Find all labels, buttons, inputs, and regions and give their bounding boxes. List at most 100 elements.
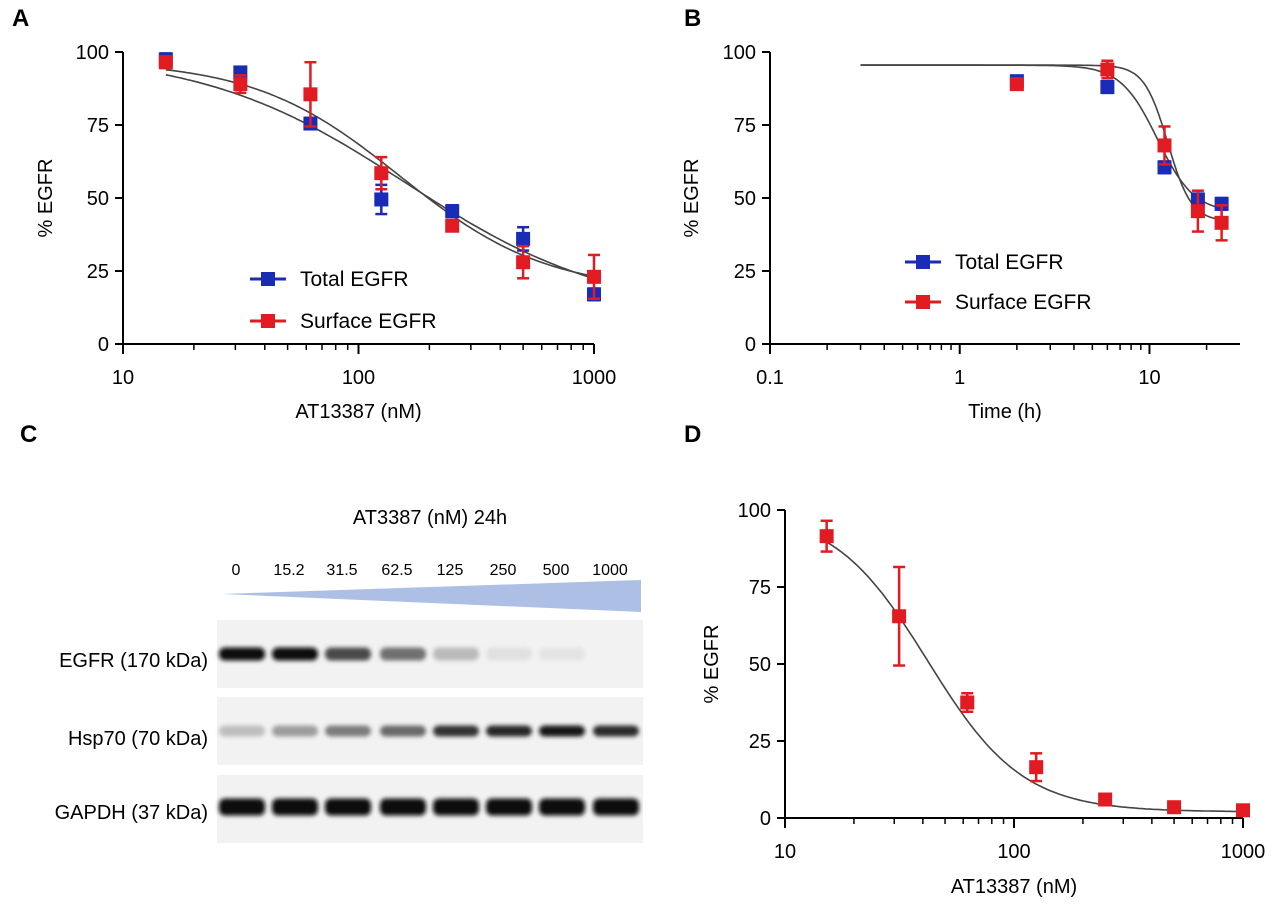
fit-curve [860,64,1222,221]
y-tick-label: 100 [76,42,109,64]
y-tick-label: 0 [760,808,771,830]
chart-d: 0 25 50 75 100 10 100 1000 AT13387 (nM) % EGFR [701,500,1265,898]
y-tick-label: 75 [87,115,109,137]
concentration-label: 15.2 [273,562,304,579]
legend-marker [261,314,275,328]
concentration-wedge [222,580,641,612]
y-tick-label: 75 [749,577,771,599]
y-tick-label: 50 [749,654,771,676]
data-point [1236,803,1250,818]
blot-band [272,647,318,661]
blot-band [433,798,479,816]
y-tick-label: 50 [87,188,109,210]
x-tick-label: 10 [1138,367,1160,389]
x-axis-label: AT13387 (nM) [295,401,421,423]
y-tick-label: 25 [734,261,756,283]
x-tick-label: 10 [774,841,796,863]
blot-band [486,725,532,737]
fit-curve [860,64,1222,210]
legend-label: Total EGFR [955,251,1064,274]
data-point [1190,204,1205,219]
blot-band [325,798,371,816]
y-tick-label: 0 [98,334,109,356]
data-point [1214,196,1229,211]
x-axis-label: AT13387 (nM) [951,876,1077,898]
x-tick-label: 100 [997,841,1030,863]
blot-band [486,647,532,661]
data-point [960,695,975,710]
y-tick-label: 100 [738,500,771,522]
blot-band [380,647,426,661]
blot-row-label: GAPDH (37 kDa) [55,802,208,824]
data-point [516,255,531,270]
y-axis-label: % EGFR [681,159,703,238]
legend-marker [261,272,275,286]
data-point [587,269,601,284]
data-point [819,529,834,544]
data-point [892,609,907,624]
concentration-label: 62.5 [381,562,412,579]
x-tick-label: 1000 [1221,841,1266,863]
data-point [1098,792,1113,807]
blot-band [433,647,479,661]
data-point [158,55,173,70]
blot-band [272,725,318,737]
blot-band [539,647,585,661]
concentration-label: 1000 [592,562,628,579]
blot-band [219,798,265,816]
legend-marker [916,255,930,269]
x-tick-label: 10 [112,367,134,389]
panel-label-d: D [684,421,701,448]
y-tick-label: 25 [87,261,109,283]
blot-band [219,725,265,737]
concentration-label: 0 [232,562,241,579]
concentration-label: 125 [437,562,464,579]
blot-band [593,725,639,737]
blot-concentration-labels: 0 15.2 31.5 62.5 125 250 500 1000 [232,562,628,579]
y-tick-label: 75 [734,115,756,137]
y-axis-label: % EGFR [701,625,723,704]
data-point [445,218,460,233]
panel-label-c: C [20,421,37,448]
data-point [1029,760,1044,775]
blot-row-label: Hsp70 (70 kDa) [68,728,208,750]
data-point [1009,77,1024,92]
blot-row-label: EGFR (170 kDa) [59,650,208,672]
y-axis-label: % EGFR [35,159,57,238]
x-tick-label: 0.1 [756,367,784,389]
concentration-label: 500 [543,562,570,579]
panel-label-a: A [12,5,29,32]
blot-band [219,647,265,661]
data-point [374,192,389,207]
concentration-label: 250 [490,562,517,579]
data-point [516,231,531,246]
blot-band [539,725,585,737]
chart-b: 0 25 50 75 100 0.1 1 10 Time (h) % EGFR Total EGFR… [681,42,1240,423]
data-point [303,87,318,102]
x-axis-label: Time (h) [968,401,1042,423]
concentration-label: 31.5 [326,562,357,579]
data-point [445,204,460,219]
data-point [1100,80,1115,95]
chart-a: 0 25 50 75 100 10 100 1000 AT13387 (nM) % EGFR Tot… [35,42,616,423]
blot-band [380,725,426,737]
blot-band [593,798,639,816]
blot-rows: EGFR (170 kDa) Hsp70 (70 kDa) GAPDH (37 kD… [55,620,643,843]
blot-band [433,725,479,737]
y-tick-label: 100 [723,42,756,64]
data-point [374,166,389,181]
legend-label: Total EGFR [300,268,409,291]
y-tick-label: 25 [749,731,771,753]
legend-label: Surface EGFR [955,291,1092,314]
blot-title: AT3387 (nM) 24h [353,507,507,529]
legend-label: Surface EGFR [300,310,437,333]
data-point [1157,138,1172,153]
y-tick-label: 50 [734,188,756,210]
x-tick-label: 100 [342,367,375,389]
panel-label-b: B [684,5,701,32]
x-tick-label: 1000 [572,367,617,389]
blot-band [272,798,318,816]
blot-band [539,798,585,816]
blot-band [486,798,532,816]
data-point [1100,62,1115,77]
